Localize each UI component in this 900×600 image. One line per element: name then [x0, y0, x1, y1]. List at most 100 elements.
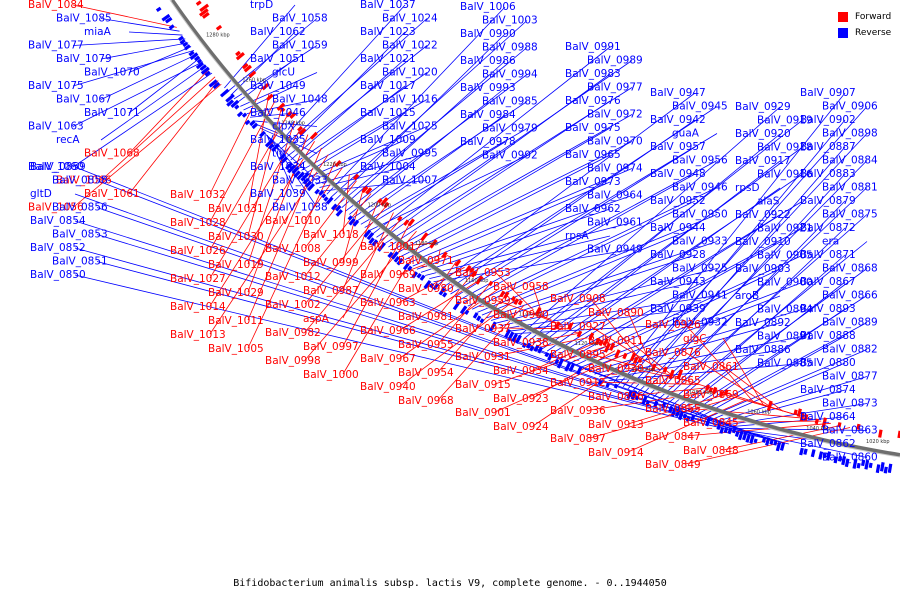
label-leader-line — [209, 127, 302, 279]
label-leader-line — [528, 133, 781, 342]
gene-label: BalV_0860 — [822, 452, 878, 464]
label-leader-line — [128, 31, 183, 36]
label-leader-line — [532, 147, 803, 345]
gene-label: BalV_0849 — [645, 459, 701, 471]
label-leader-line — [695, 322, 868, 416]
forward-gene-arrow — [766, 400, 773, 411]
reverse-gene-arrow — [514, 334, 522, 344]
forward-gene-arrow — [567, 322, 574, 330]
reverse-gene-arrow — [727, 428, 733, 435]
forward-gene-arrow — [235, 52, 245, 61]
reverse-gene-arrow — [818, 451, 824, 460]
tick-label: 1120 kbp — [575, 341, 599, 347]
gene-label: BalV_0869 — [683, 389, 739, 401]
reverse-gene-arrow — [837, 455, 843, 462]
label-leader-line — [280, 18, 428, 150]
gene-label: BalV_0955 — [398, 339, 454, 351]
label-leader-line — [209, 113, 289, 251]
label-leader-line — [376, 60, 633, 238]
gene-label: BalV_0995 — [382, 148, 438, 160]
reverse-gene-arrow — [363, 229, 372, 238]
reverse-gene-arrow — [765, 437, 771, 446]
gene-label: BalV_1037 — [360, 0, 416, 11]
gene-label: aspA — [303, 313, 330, 325]
forward-gene-arrow — [241, 62, 249, 70]
label-leader-line — [684, 427, 851, 465]
reverse-gene-arrow — [533, 344, 540, 353]
forward-gene-arrow — [488, 280, 494, 287]
reverse-gene-arrow — [168, 24, 175, 30]
gene-label: BalV_1085 — [56, 13, 112, 25]
gene-label: BalV_0917 — [735, 155, 791, 167]
genome-backbone-highlight — [169, 0, 900, 458]
gene-label: BalV_0852 — [30, 242, 86, 254]
label-leader-line — [72, 61, 204, 127]
gene-label: BalV_0938 — [493, 337, 549, 349]
gene-label: BalV_1013 — [170, 329, 226, 341]
gene-label: rpsD — [735, 182, 760, 194]
label-leader-line — [537, 160, 781, 347]
label-leader-line — [304, 205, 387, 305]
reverse-gene-arrow — [690, 414, 696, 422]
gene-label: BalV_0974 — [587, 163, 643, 175]
gene-label: BalV_1003 — [482, 15, 538, 27]
reverse-gene-arrow — [347, 215, 353, 221]
gene-label: BalV_0862 — [800, 438, 856, 450]
gene-label: BalV_1001 — [360, 241, 416, 253]
reverse-gene-arrow — [526, 342, 532, 349]
gene-label: BalV_0956 — [672, 155, 728, 167]
gene-label: BalV_0926 — [645, 319, 701, 331]
reverse-gene-arrow — [472, 312, 479, 319]
gene-label: BalV_0883 — [800, 168, 856, 180]
forward-gene-arrow — [878, 429, 883, 438]
reverse-gene-arrow — [568, 362, 576, 373]
label-leader-line — [283, 31, 406, 154]
reverse-gene-arrow — [626, 390, 633, 400]
reverse-gene-arrow — [803, 448, 808, 455]
forward-gene-arrow — [464, 265, 472, 273]
gene-label: BalV_0881 — [822, 182, 878, 194]
reverse-gene-arrow — [234, 104, 240, 110]
gene-label: BalV_1058 — [272, 13, 328, 25]
reverse-gene-arrow — [645, 400, 651, 407]
reverse-gene-arrow — [576, 366, 583, 375]
reverse-gene-arrow — [199, 64, 207, 71]
tick-label: 1080 kbp — [689, 390, 713, 396]
gene-label: BalV_0894 — [757, 304, 813, 316]
reverse-gene-arrow — [423, 280, 432, 290]
gene-label: BalV_0939 — [650, 303, 706, 315]
gene-label: BalV_1018 — [303, 229, 359, 241]
gene-label: BalV_1008 — [265, 243, 321, 255]
reverse-gene-arrow — [864, 460, 870, 470]
label-leader-line — [722, 365, 784, 412]
reverse-gene-arrow — [773, 440, 778, 446]
gene-label: BalV_0920 — [735, 128, 791, 140]
gene-label: BalV_0979 — [482, 123, 538, 135]
reverse-gene-arrow — [597, 379, 603, 386]
reverse-gene-arrow — [411, 271, 419, 279]
gene-label: BalV_1071 — [84, 107, 140, 119]
gene-label: BalV_1084 — [28, 0, 84, 11]
reverse-gene-arrow — [879, 462, 885, 472]
label-leader-line — [722, 420, 822, 423]
label-leader-line — [100, 53, 198, 100]
gene-label: BalV_0992 — [482, 150, 538, 162]
label-leader-line — [96, 261, 784, 444]
gene-label: BalV_0945 — [672, 101, 728, 113]
reverse-gene-arrow — [653, 400, 659, 408]
forward-gene-arrow — [588, 332, 595, 341]
gene-label: BalV_0934 — [493, 365, 549, 377]
gene-label: BalV_0910 — [735, 236, 791, 248]
label-leader-line — [589, 353, 680, 378]
label-leader-line — [518, 106, 781, 337]
gene-label: BalV_0901 — [455, 407, 511, 419]
reverse-gene-arrow — [155, 6, 162, 13]
gene-label: BalV_0976 — [565, 95, 621, 107]
reverse-gene-arrow — [521, 342, 527, 349]
gene-label: recA — [56, 134, 80, 146]
forward-gene-arrow — [380, 197, 389, 207]
label-leader-line — [352, 101, 528, 219]
tick-label: 1020 kbp — [866, 439, 890, 445]
gene-label: BalV_1060 — [28, 161, 84, 173]
forward-gene-arrow — [554, 321, 561, 329]
